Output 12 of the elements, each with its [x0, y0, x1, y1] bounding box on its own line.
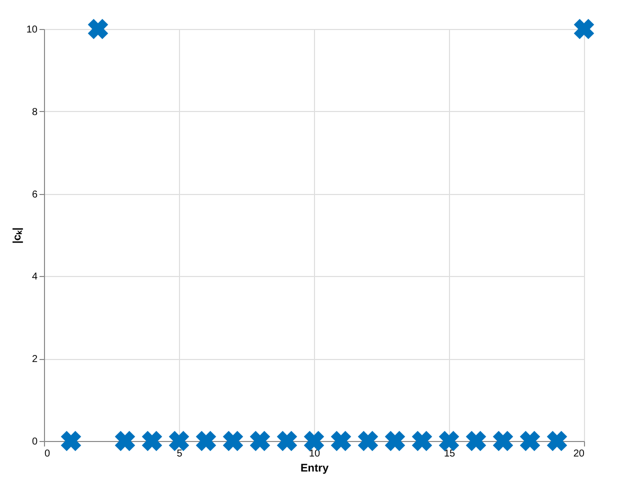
- y-tick-label: 4: [32, 272, 38, 283]
- y-tick-label: 0: [32, 436, 38, 448]
- y-tick-label: 2: [32, 354, 38, 366]
- x-tick-label: 0: [44, 448, 50, 460]
- y-tick-label: 10: [26, 24, 38, 36]
- y-axis-title: |cₖ|: [11, 227, 24, 244]
- y-tick-label: 8: [32, 106, 38, 118]
- x-tick-label: 5: [176, 448, 183, 460]
- x-axis-title: Entry: [300, 462, 330, 474]
- x-tick-label: 20: [573, 448, 585, 460]
- y-tick-label: 6: [32, 189, 38, 200]
- x-tick-label: 10: [308, 448, 320, 460]
